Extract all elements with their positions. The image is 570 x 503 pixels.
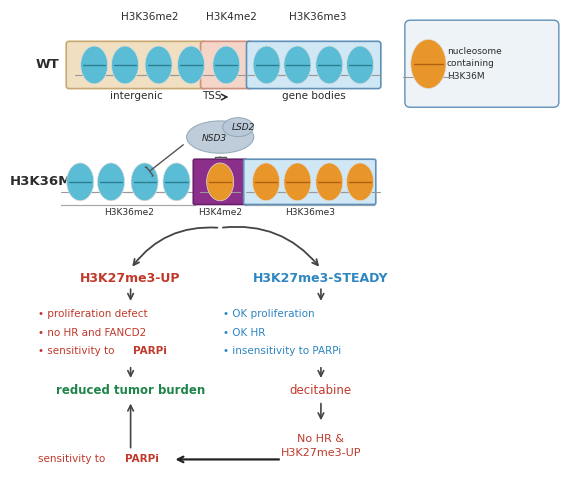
Text: • no HR and FANCD2: • no HR and FANCD2 <box>38 327 146 338</box>
Ellipse shape <box>316 163 343 201</box>
Text: sensitivity to: sensitivity to <box>38 454 109 464</box>
Text: H3K36M: H3K36M <box>10 176 72 188</box>
Ellipse shape <box>213 46 240 84</box>
FancyBboxPatch shape <box>246 41 381 89</box>
Text: decitabine: decitabine <box>290 384 352 397</box>
Text: gene bodies: gene bodies <box>282 91 346 101</box>
Text: • OK proliferation: • OK proliferation <box>223 309 315 319</box>
Text: reduced tumor burden: reduced tumor burden <box>56 384 205 397</box>
FancyBboxPatch shape <box>244 159 376 205</box>
Ellipse shape <box>163 163 190 201</box>
Ellipse shape <box>206 163 234 201</box>
Ellipse shape <box>112 46 139 84</box>
FancyBboxPatch shape <box>405 20 559 107</box>
Ellipse shape <box>145 46 172 84</box>
Ellipse shape <box>411 39 446 89</box>
Ellipse shape <box>284 163 311 201</box>
Text: • insensitivity to PARPi: • insensitivity to PARPi <box>223 347 341 357</box>
FancyBboxPatch shape <box>201 41 252 89</box>
Text: • OK HR: • OK HR <box>223 327 266 338</box>
Text: H3K36me2: H3K36me2 <box>121 12 179 22</box>
Ellipse shape <box>347 46 374 84</box>
Text: NSD3: NSD3 <box>202 134 227 142</box>
Ellipse shape <box>131 163 158 201</box>
Ellipse shape <box>253 163 280 201</box>
Ellipse shape <box>97 163 125 201</box>
Text: WT: WT <box>36 58 60 71</box>
Text: • proliferation defect: • proliferation defect <box>38 309 148 319</box>
Text: PARPi: PARPi <box>125 454 159 464</box>
Text: H3K4me2: H3K4me2 <box>198 208 242 217</box>
Text: LSD2: LSD2 <box>232 123 255 132</box>
Ellipse shape <box>186 121 254 153</box>
Text: nucleosome
containing
H3K36M: nucleosome containing H3K36M <box>447 47 502 81</box>
Ellipse shape <box>253 46 280 84</box>
Ellipse shape <box>67 163 94 201</box>
Text: H3K4me2: H3K4me2 <box>206 12 257 22</box>
Text: TSS: TSS <box>202 91 222 101</box>
Ellipse shape <box>316 46 343 84</box>
Text: H3K36me3: H3K36me3 <box>285 208 335 217</box>
Text: H3K27me3-UP: H3K27me3-UP <box>80 272 181 285</box>
FancyBboxPatch shape <box>193 159 247 205</box>
Ellipse shape <box>347 163 374 201</box>
Text: • sensitivity to: • sensitivity to <box>38 347 118 357</box>
Ellipse shape <box>177 46 205 84</box>
Text: H3K27me3-STEADY: H3K27me3-STEADY <box>253 272 389 285</box>
Text: No HR &
H3K27me3-UP: No HR & H3K27me3-UP <box>280 434 361 458</box>
FancyBboxPatch shape <box>66 41 206 89</box>
Text: H3K36me3: H3K36me3 <box>290 12 347 22</box>
Text: intergenic: intergenic <box>110 91 162 101</box>
Ellipse shape <box>223 118 254 137</box>
Text: H3K36me2: H3K36me2 <box>104 208 154 217</box>
Text: PARPi: PARPi <box>133 347 167 357</box>
Ellipse shape <box>81 46 108 84</box>
Ellipse shape <box>284 46 311 84</box>
